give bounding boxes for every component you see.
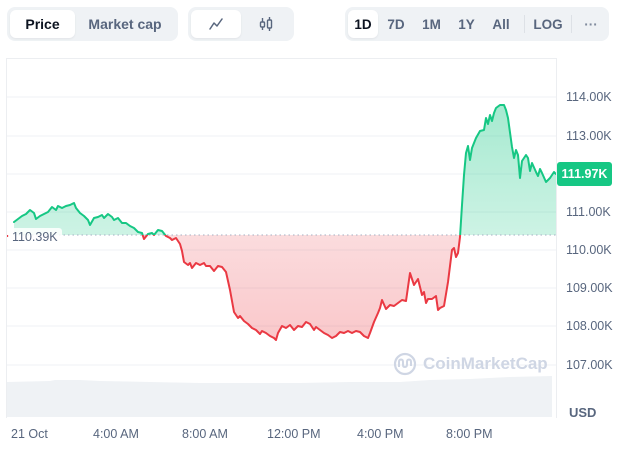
x-tick-label: 4:00 AM <box>93 427 139 441</box>
chart-plot-area[interactable] <box>6 58 557 418</box>
y-tick-label: 109.00K <box>566 281 613 295</box>
candlestick-button[interactable] <box>241 10 291 38</box>
divider <box>524 15 525 33</box>
x-tick-label: 12:00 PM <box>267 427 321 441</box>
currency-label: USD <box>569 405 597 420</box>
line-chart-button[interactable] <box>191 10 241 38</box>
range-1d[interactable]: 1D <box>348 10 378 38</box>
open-price-label: 110.39K <box>8 228 62 246</box>
x-tick-label: 4:00 PM <box>357 427 404 441</box>
y-tick-label: 114.00K <box>566 90 612 104</box>
x-tick-label: 8:00 AM <box>182 427 228 441</box>
more-options-button[interactable]: ··· <box>584 16 598 32</box>
time-range-toggle: 1D 7D 1M 1Y All LOG ··· <box>345 7 609 41</box>
x-tick-label: 21 Oct <box>11 427 48 441</box>
range-1y[interactable]: 1Y <box>458 16 475 32</box>
line-chart-icon <box>209 18 223 30</box>
range-7d[interactable]: 7D <box>387 16 405 32</box>
divider <box>571 15 572 33</box>
watermark: CoinMarketCap <box>393 352 548 376</box>
coinmarketcap-logo-icon <box>393 352 417 376</box>
y-tick-label: 107.00K <box>566 358 613 372</box>
current-price-badge: 111.97K <box>557 162 612 186</box>
candlestick-icon <box>259 17 273 31</box>
y-tick-label: 111.00K <box>566 205 611 219</box>
tab-price[interactable]: Price <box>10 10 75 38</box>
watermark-text: CoinMarketCap <box>423 354 548 373</box>
y-tick-label: 110.00K <box>566 243 612 257</box>
y-tick-label: 108.00K <box>566 319 613 333</box>
chart-style-toggle <box>188 7 294 41</box>
x-tick-label: 8:00 PM <box>446 427 493 441</box>
range-1m[interactable]: 1M <box>422 16 441 32</box>
log-scale-button[interactable]: LOG <box>533 16 563 32</box>
y-tick-label: 113.00K <box>566 129 612 143</box>
tab-market-cap[interactable]: Market cap <box>88 16 162 32</box>
range-all[interactable]: All <box>492 16 510 32</box>
data-type-toggle: Price Market cap <box>7 7 178 41</box>
